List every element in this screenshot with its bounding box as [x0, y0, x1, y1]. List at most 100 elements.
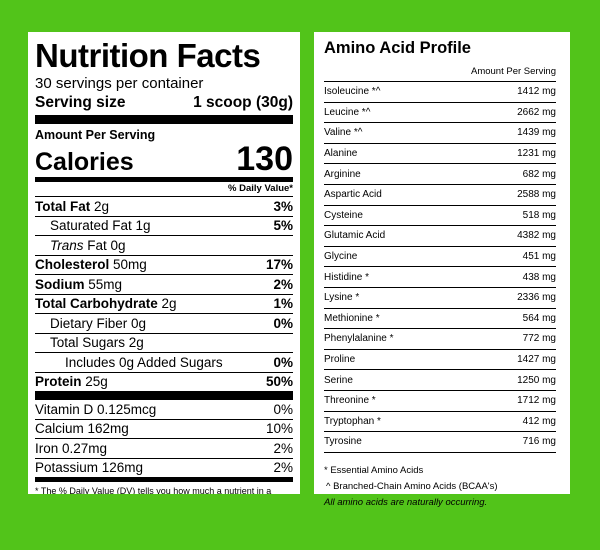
nutrient-row: Total Carbohydrate 2g 1%	[35, 293, 293, 314]
nutrient-amount: Dietary Fiber 0g	[50, 315, 147, 331]
amino-acid-value: 1231 mg	[517, 148, 556, 160]
amino-acid-row: Aspartic Acid 2588 mg	[324, 185, 556, 206]
amino-acid-name: Proline	[324, 354, 356, 366]
amino-acid-value: 772 mg	[522, 333, 556, 345]
amino-acid-value: 518 mg	[522, 209, 556, 221]
amino-acid-row: Serine 1250 mg	[324, 370, 556, 391]
vitamin-dv: 2%	[273, 460, 293, 476]
amino-acid-value: 412 mg	[522, 415, 556, 427]
amino-acid-notes: * Essential Amino Acids ^ Branched-Chain…	[324, 463, 556, 511]
amino-acid-name: Arginine	[324, 168, 361, 180]
amino-acid-value: 1412 mg	[517, 86, 556, 98]
note-natural: All amino acids are naturally occurring.	[324, 496, 488, 508]
amino-acid-name: Valine *^	[324, 127, 363, 139]
vitamin-name: Potassium 126mg	[35, 460, 144, 476]
nutrient-row: Trans Fat 0g	[35, 235, 293, 255]
divider-thick	[35, 115, 293, 124]
amino-acid-row: Lysine * 2336 mg	[324, 288, 556, 309]
nutrient-row: Protein 25g 50%	[35, 371, 293, 392]
amino-acid-name: Phenylalanine *	[324, 333, 394, 345]
nutrient-name: Total Fat	[35, 198, 91, 214]
nutrient-dv: 2%	[273, 276, 293, 292]
amount-per-serving-label: Amount Per Serving	[35, 128, 156, 142]
amino-acid-value: 2662 mg	[517, 106, 556, 118]
amino-acid-row: Methionine * 564 mg	[324, 309, 556, 330]
vitamin-name: Iron 0.27mg	[35, 440, 108, 456]
amino-acid-name: Alanine	[324, 148, 358, 160]
nutrient-amount: 25g	[81, 374, 108, 390]
daily-value-header: % Daily Value*	[228, 183, 293, 194]
amino-acid-value: 682 mg	[522, 168, 556, 180]
vitamin-name: Vitamin D 0.125mcg	[35, 401, 157, 417]
nutrition-facts-panel: Nutrition Facts 30 servings per containe…	[28, 32, 300, 494]
serving-size-label: Serving size	[35, 94, 126, 111]
note-essential: * Essential Amino Acids	[324, 464, 424, 476]
nutrient-dv: 5%	[273, 218, 293, 234]
amino-acid-row: Arginine 682 mg	[324, 164, 556, 185]
amino-acid-name: Tryptophan *	[324, 415, 381, 427]
amino-acid-row: Tyrosine 716 mg	[324, 432, 556, 453]
nutrient-dv: 0%	[273, 354, 293, 370]
nutrient-amount: 2g	[90, 198, 110, 214]
calories-value: 130	[236, 140, 293, 178]
serving-size-value: 1 scoop (30g)	[193, 94, 293, 111]
amino-acid-value: 1439 mg	[517, 127, 556, 139]
nutrient-dv: 0%	[273, 315, 293, 331]
vitamin-row: Potassium 126mg 2%	[35, 457, 293, 478]
nutrient-name: Trans	[50, 237, 84, 253]
amount-per-serving-header: Amount Per Serving	[324, 65, 556, 82]
vitamin-dv: 10%	[265, 421, 293, 437]
amino-acid-value: 716 mg	[522, 436, 556, 448]
nutrient-name: Cholesterol	[35, 257, 110, 273]
nutrient-name: Total Carbohydrate	[35, 296, 158, 312]
nutrient-row: Includes 0g Added Sugars 0%	[35, 352, 293, 372]
nutrient-amount: Includes 0g Added Sugars	[65, 354, 223, 370]
amino-acid-name: Glycine	[324, 251, 358, 263]
amino-acid-name: Serine	[324, 374, 353, 386]
nutrient-dv: 17%	[265, 257, 293, 273]
nutrient-list: Total Fat 2g 3% Saturated Fat 1g 5% Tran…	[35, 196, 293, 391]
daily-value-footnote: * The % Daily Value (DV) tells you how m…	[35, 486, 272, 494]
amino-acid-name: Isoleucine *^	[324, 86, 381, 98]
amino-acid-name: Lysine *	[324, 292, 360, 304]
amino-acid-row: Phenylalanine * 772 mg	[324, 329, 556, 350]
amino-acid-value: 1427 mg	[517, 354, 556, 366]
amino-acid-row: Glutamic Acid 4382 mg	[324, 226, 556, 247]
amino-acid-name: Leucine *^	[324, 106, 371, 118]
nutrient-amount: 55mg	[84, 276, 123, 292]
nutrient-amount: Fat 0g	[83, 237, 126, 253]
amino-acid-row: Valine *^ 1439 mg	[324, 123, 556, 144]
nutrient-dv: 50%	[265, 374, 293, 390]
divider-medium	[35, 477, 293, 482]
amino-acid-value: 451 mg	[522, 251, 556, 263]
amino-acid-name: Threonine *	[324, 395, 376, 407]
amino-acid-panel: Amino Acid Profile Amount Per Serving Is…	[314, 32, 570, 508]
amino-acid-title: Amino Acid Profile	[324, 39, 471, 57]
divider-thick	[35, 391, 293, 400]
calories-label: Calories	[35, 148, 134, 176]
amino-acid-row: Glycine 451 mg	[324, 247, 556, 268]
note-bcaa: ^ Branched-Chain Amino Acids (BCAA's)	[326, 480, 498, 492]
amino-acid-name: Glutamic Acid	[324, 230, 386, 242]
amino-acid-row: Isoleucine *^ 1412 mg	[324, 82, 556, 103]
amino-acid-row: Tryptophan * 412 mg	[324, 412, 556, 433]
amino-acid-value: 564 mg	[522, 312, 556, 324]
amino-acid-row: Leucine *^ 2662 mg	[324, 103, 556, 124]
amino-acid-name: Aspartic Acid	[324, 189, 382, 201]
amino-acid-value: 4382 mg	[517, 230, 556, 242]
amino-acid-row: Threonine * 1712 mg	[324, 391, 556, 412]
nutrient-name: Sodium	[35, 276, 85, 292]
amino-acid-name: Histidine *	[324, 271, 370, 283]
amino-acid-row: Cysteine 518 mg	[324, 206, 556, 227]
amino-acid-row: Alanine 1231 mg	[324, 144, 556, 165]
divider-medium	[35, 177, 293, 182]
nutrient-row: Total Fat 2g 3%	[35, 196, 293, 216]
vitamin-row: Calcium 162mg 10%	[35, 418, 293, 439]
amino-acid-name: Methionine *	[324, 312, 380, 324]
vitamin-list: Vitamin D 0.125mcg 0% Calcium 162mg 10% …	[35, 400, 293, 477]
nutrient-name: Protein	[35, 374, 82, 390]
amino-acid-value: 1712 mg	[517, 395, 556, 407]
amino-acid-value: 1250 mg	[517, 374, 556, 386]
nutrient-dv: 3%	[273, 198, 293, 214]
vitamin-row: Iron 0.27mg 2%	[35, 438, 293, 458]
